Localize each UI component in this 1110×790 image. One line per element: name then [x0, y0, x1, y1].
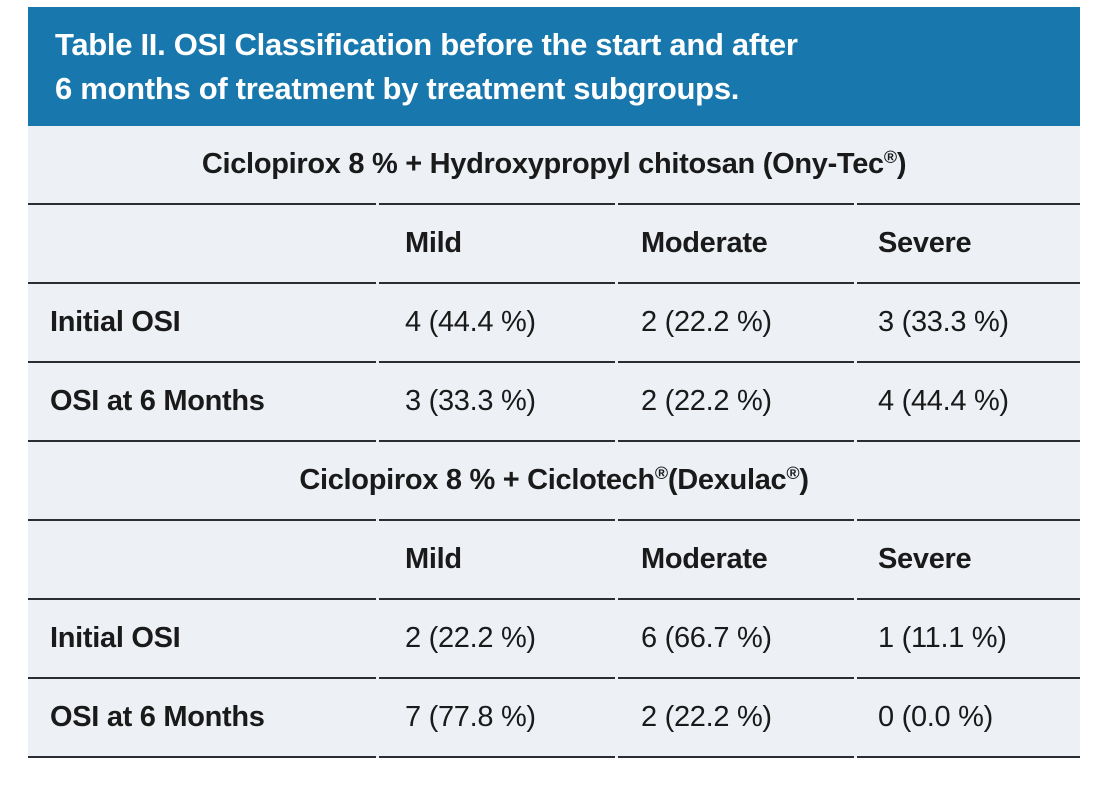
group-2-column-header-row: Mild Moderate Severe: [28, 521, 1080, 600]
row-label-initial-osi: Initial OSI: [28, 600, 376, 679]
cell-group1-initial-severe: 3 (33.3 %): [857, 284, 1080, 363]
row-label-osi-6-months: OSI at 6 Months: [28, 679, 376, 758]
rule-segment: [857, 126, 1080, 205]
column-header-severe: Severe: [857, 205, 1080, 284]
cell-group2-6months-mild: 7 (77.8 %): [379, 679, 615, 758]
table-title-line-1: Table II. OSI Classification before the …: [55, 27, 798, 62]
rule-segment: [618, 126, 854, 205]
row-label-initial-osi: Initial OSI: [28, 284, 376, 363]
rule-segment: [28, 442, 376, 521]
column-header-empty: [28, 205, 376, 284]
cell-group2-initial-severe: 1 (11.1 %): [857, 600, 1080, 679]
group-1-header-row: Ciclopirox 8 % + Hydroxypropyl chitosan …: [28, 126, 1080, 205]
column-header-moderate: Moderate: [618, 205, 854, 284]
cell-group1-initial-moderate: 2 (22.2 %): [618, 284, 854, 363]
rule-segment: [379, 126, 615, 205]
cell-group2-initial-mild: 2 (22.2 %): [379, 600, 615, 679]
column-header-severe: Severe: [857, 521, 1080, 600]
cell-group2-6months-severe: 0 (0.0 %): [857, 679, 1080, 758]
cell-group1-6months-severe: 4 (44.4 %): [857, 363, 1080, 442]
group-2-header-row: Ciclopirox 8 % + Ciclotech ® (Dexulac ®): [28, 442, 1080, 521]
table-row-group2-initial-osi: Initial OSI 2 (22.2 %) 6 (66.7 %) 1 (11.…: [28, 600, 1080, 679]
table-title-line-2: 6 months of treatment by treatment subgr…: [55, 71, 740, 106]
row-label-osi-6-months: OSI at 6 Months: [28, 363, 376, 442]
group-1-column-header-row: Mild Moderate Severe: [28, 205, 1080, 284]
cell-group1-6months-moderate: 2 (22.2 %): [618, 363, 854, 442]
cell-group1-initial-mild: 4 (44.4 %): [379, 284, 615, 363]
table-row-group1-osi-6-months: OSI at 6 Months 3 (33.3 %) 2 (22.2 %) 4 …: [28, 363, 1080, 442]
cell-group2-initial-moderate: 6 (66.7 %): [618, 600, 854, 679]
column-header-mild: Mild: [379, 521, 615, 600]
cell-group2-6months-moderate: 2 (22.2 %): [618, 679, 854, 758]
cell-group1-6months-mild: 3 (33.3 %): [379, 363, 615, 442]
column-header-moderate: Moderate: [618, 521, 854, 600]
rule-segment: [618, 442, 854, 521]
rule-segment: [857, 442, 1080, 521]
column-header-mild: Mild: [379, 205, 615, 284]
osi-table: Ciclopirox 8 % + Hydroxypropyl chitosan …: [28, 126, 1080, 758]
table-title-banner: Table II. OSI Classification before the …: [28, 7, 1080, 126]
column-header-empty: [28, 521, 376, 600]
rule-segment: [28, 126, 376, 205]
rule-segment: [379, 442, 615, 521]
table-row-group1-initial-osi: Initial OSI 4 (44.4 %) 2 (22.2 %) 3 (33.…: [28, 284, 1080, 363]
table-row-group2-osi-6-months: OSI at 6 Months 7 (77.8 %) 2 (22.2 %) 0 …: [28, 679, 1080, 758]
table-figure: Table II. OSI Classification before the …: [28, 7, 1080, 758]
